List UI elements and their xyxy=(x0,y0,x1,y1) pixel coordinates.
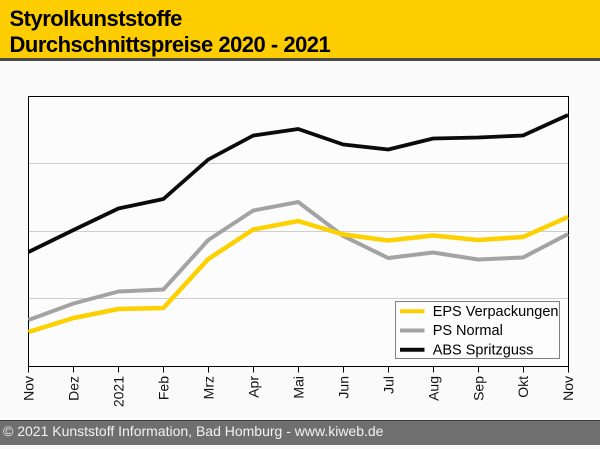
svg-text:Okt: Okt xyxy=(515,376,531,398)
svg-text:Mrz: Mrz xyxy=(201,376,217,399)
svg-text:Aug: Aug xyxy=(425,376,441,401)
svg-text:Nov: Nov xyxy=(560,376,576,401)
svg-text:Feb: Feb xyxy=(156,376,172,400)
svg-text:Jun: Jun xyxy=(335,376,351,399)
svg-text:Jul: Jul xyxy=(380,376,396,394)
svg-text:Nov: Nov xyxy=(21,376,37,401)
svg-text:ABS Spritzguss: ABS Spritzguss xyxy=(433,342,534,358)
svg-text:Dez: Dez xyxy=(66,376,82,401)
svg-text:Mai: Mai xyxy=(290,376,306,399)
svg-text:PS Normal: PS Normal xyxy=(433,323,503,339)
svg-text:Apr: Apr xyxy=(246,376,262,398)
svg-text:EPS Verpackungen: EPS Verpackungen xyxy=(433,304,559,320)
svg-text:2021: 2021 xyxy=(111,376,127,407)
svg-text:Sep: Sep xyxy=(470,376,486,401)
